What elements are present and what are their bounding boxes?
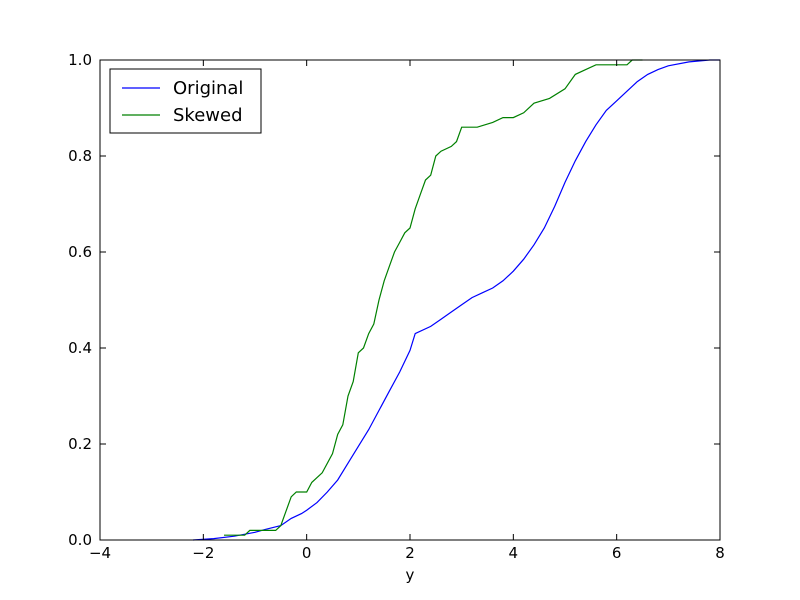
series-line-skewed — [224, 59, 643, 536]
legend-label-original: Original — [173, 78, 243, 99]
x-tick-label: 6 — [612, 544, 622, 562]
x-tick-label: −2 — [192, 544, 214, 562]
series-line-original — [192, 59, 720, 541]
y-tick-label: 0.2 — [68, 435, 92, 453]
series-layer — [192, 59, 720, 541]
x-tick-label: 0 — [302, 544, 312, 562]
plot-background — [100, 60, 720, 540]
y-tick-label: 0.0 — [68, 531, 92, 549]
y-tick-label: 0.8 — [68, 147, 92, 165]
x-tick-label: 2 — [405, 544, 415, 562]
x-tick-label: 4 — [509, 544, 519, 562]
x-tick-label: 8 — [715, 544, 725, 562]
legend: Original Skewed — [109, 68, 262, 134]
legend-label-skewed: Skewed — [173, 105, 243, 126]
y-tick-label: 0.4 — [68, 339, 92, 357]
x-tick-label: −4 — [89, 544, 111, 562]
x-axis-label: y — [406, 566, 415, 584]
tick-layer: −4 −2 0 2 4 6 8 0.0 0.2 0.4 0.6 0.8 1.0 — [68, 51, 725, 562]
y-tick-label: 1.0 — [68, 51, 92, 69]
y-tick-label: 0.6 — [68, 243, 92, 261]
legend-box — [109, 68, 262, 134]
